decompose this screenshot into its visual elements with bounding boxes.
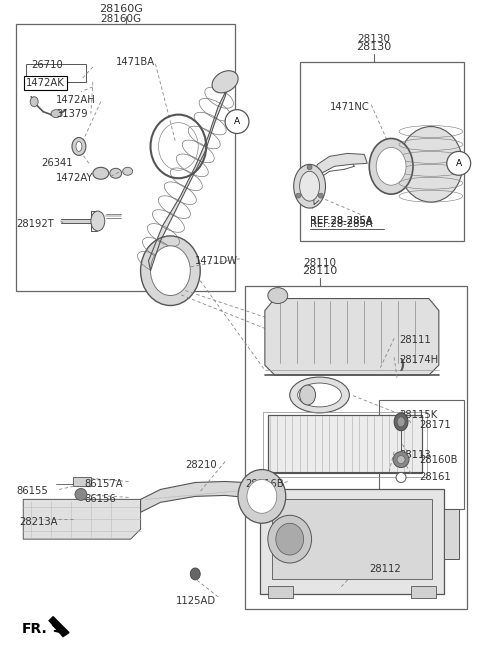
Text: 1471BA: 1471BA xyxy=(116,57,155,67)
Bar xyxy=(263,412,427,477)
Ellipse shape xyxy=(225,110,249,133)
Ellipse shape xyxy=(300,171,320,201)
Ellipse shape xyxy=(298,383,341,407)
Ellipse shape xyxy=(318,193,323,198)
Ellipse shape xyxy=(110,168,122,179)
Text: 1472AH: 1472AH xyxy=(56,95,96,105)
Ellipse shape xyxy=(296,193,301,198)
Ellipse shape xyxy=(75,489,87,500)
Text: 28161: 28161 xyxy=(419,472,451,481)
Text: 86156: 86156 xyxy=(84,494,116,504)
PathPatch shape xyxy=(148,77,230,271)
Text: 28111: 28111 xyxy=(399,336,431,345)
Text: 28116B: 28116B xyxy=(245,479,284,489)
Text: 1471DW: 1471DW xyxy=(195,256,238,266)
Ellipse shape xyxy=(247,479,277,513)
Text: 31379: 31379 xyxy=(56,109,88,118)
Text: 28192T: 28192T xyxy=(16,219,54,229)
Ellipse shape xyxy=(76,141,82,152)
Text: 86157A: 86157A xyxy=(84,479,122,489)
Ellipse shape xyxy=(397,456,405,464)
Bar xyxy=(300,62,464,241)
Ellipse shape xyxy=(141,236,200,305)
Text: 28130: 28130 xyxy=(357,42,392,52)
Text: 28160G: 28160G xyxy=(99,4,143,14)
Ellipse shape xyxy=(397,417,405,427)
Ellipse shape xyxy=(307,165,312,170)
Bar xyxy=(245,286,467,609)
Bar xyxy=(268,415,422,473)
Text: A: A xyxy=(456,159,462,168)
Ellipse shape xyxy=(212,71,238,93)
Ellipse shape xyxy=(276,523,304,555)
PathPatch shape xyxy=(310,154,367,199)
Text: 28160G: 28160G xyxy=(100,14,141,24)
Text: A: A xyxy=(234,117,240,126)
Text: 28110: 28110 xyxy=(303,258,336,267)
Text: 28112: 28112 xyxy=(369,564,401,574)
Ellipse shape xyxy=(376,147,406,185)
Text: ): ) xyxy=(399,358,406,372)
Ellipse shape xyxy=(123,167,132,175)
Ellipse shape xyxy=(294,164,325,208)
Ellipse shape xyxy=(190,568,200,580)
Bar xyxy=(73,477,91,487)
Ellipse shape xyxy=(290,377,349,413)
Ellipse shape xyxy=(91,211,105,231)
Text: 1125AD: 1125AD xyxy=(175,596,216,606)
Bar xyxy=(444,509,459,559)
PathPatch shape xyxy=(23,500,141,539)
Text: 1472AY: 1472AY xyxy=(56,173,94,183)
Ellipse shape xyxy=(369,139,413,194)
Text: 28160B: 28160B xyxy=(419,455,457,464)
Bar xyxy=(379,400,464,509)
Ellipse shape xyxy=(51,110,61,118)
Ellipse shape xyxy=(93,167,109,179)
Ellipse shape xyxy=(268,515,312,563)
Text: REF.28-285A: REF.28-285A xyxy=(310,216,372,226)
Text: REF.28-285A: REF.28-285A xyxy=(310,219,372,229)
Polygon shape xyxy=(49,617,69,636)
Bar xyxy=(411,586,436,598)
Text: 26710: 26710 xyxy=(31,60,63,70)
Text: 28113: 28113 xyxy=(399,450,431,460)
PathPatch shape xyxy=(141,481,260,512)
Text: 28110: 28110 xyxy=(302,266,337,276)
Ellipse shape xyxy=(30,97,38,107)
Ellipse shape xyxy=(399,126,463,202)
Text: FR.: FR. xyxy=(21,621,47,636)
Bar xyxy=(26,64,86,82)
Text: 86155: 86155 xyxy=(16,487,48,496)
Text: 28115K: 28115K xyxy=(399,410,437,420)
Bar xyxy=(260,489,444,594)
Text: 28210: 28210 xyxy=(185,460,217,470)
Ellipse shape xyxy=(394,413,408,431)
Text: 28130: 28130 xyxy=(358,34,391,44)
Ellipse shape xyxy=(268,288,288,303)
Ellipse shape xyxy=(238,470,286,523)
Text: 28174H: 28174H xyxy=(399,355,438,365)
Bar xyxy=(268,586,293,598)
Text: 1471NC: 1471NC xyxy=(329,101,369,112)
Ellipse shape xyxy=(396,473,406,483)
Ellipse shape xyxy=(447,152,471,175)
Ellipse shape xyxy=(300,385,315,405)
Bar xyxy=(16,24,235,290)
Ellipse shape xyxy=(72,137,86,156)
Text: 26341: 26341 xyxy=(41,158,73,168)
Text: 28171: 28171 xyxy=(419,420,451,430)
Text: 28213A: 28213A xyxy=(19,517,58,527)
Bar xyxy=(272,500,432,579)
Ellipse shape xyxy=(393,452,409,468)
PathPatch shape xyxy=(265,298,439,375)
Text: 1472AK: 1472AK xyxy=(26,78,65,88)
Ellipse shape xyxy=(151,246,190,296)
Text: REF.28-285A: REF.28-285A xyxy=(310,216,372,226)
